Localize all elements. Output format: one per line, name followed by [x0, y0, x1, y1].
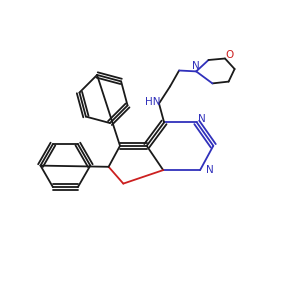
Text: O: O: [225, 50, 234, 61]
Text: N: N: [192, 61, 200, 71]
Text: HN: HN: [145, 97, 160, 107]
Text: N: N: [198, 114, 206, 124]
Text: N: N: [206, 165, 213, 175]
